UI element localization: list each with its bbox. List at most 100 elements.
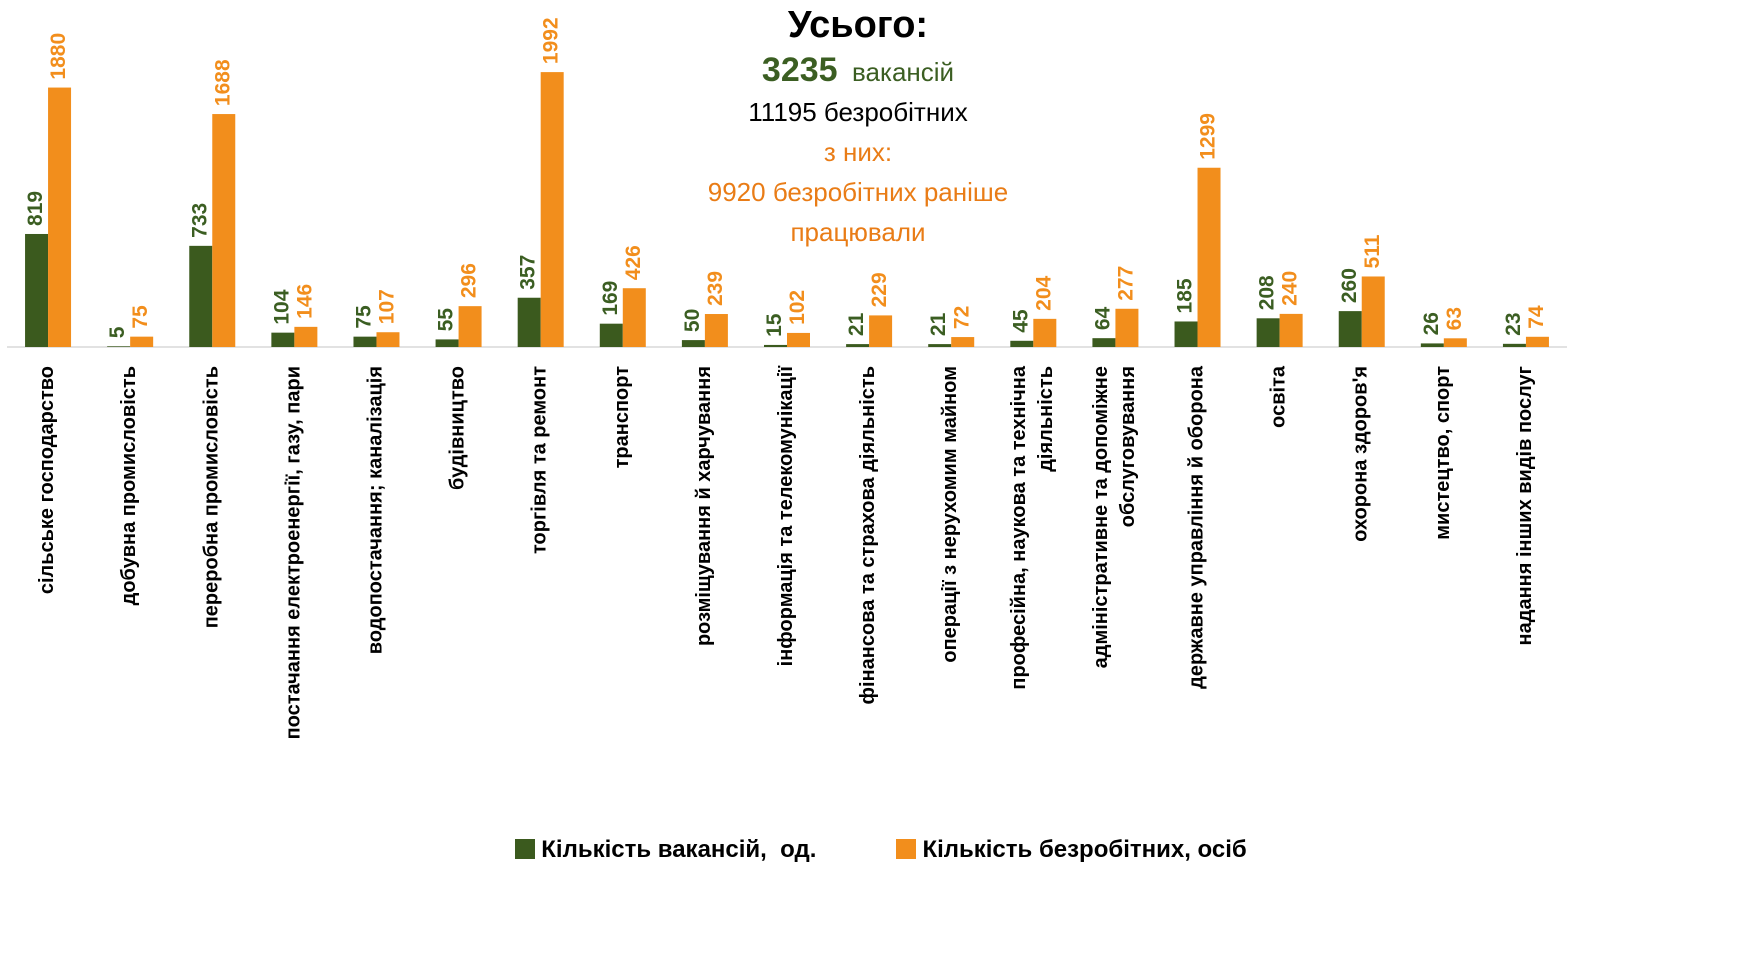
category-label: державне управління й оборона xyxy=(1186,365,1208,689)
category-label: добувна промисловість xyxy=(118,366,140,605)
bar xyxy=(517,297,541,347)
value-label: 1688 xyxy=(211,59,234,106)
bar xyxy=(271,332,295,347)
value-label: 146 xyxy=(293,284,316,319)
category-label: розміщування й харчування xyxy=(693,366,715,646)
bar xyxy=(1092,338,1116,347)
value-label: 64 xyxy=(1091,306,1114,330)
x-tick-label: операції з нерухомим майном xyxy=(939,366,961,663)
x-tick-label: освіта xyxy=(1268,365,1290,428)
value-label: 102 xyxy=(786,290,809,325)
bar xyxy=(787,332,810,347)
value-label: 240 xyxy=(1279,271,1302,306)
x-tick-label: будівництво xyxy=(447,366,469,490)
value-label: 1299 xyxy=(1197,113,1220,160)
legend-item: Кількість вакансій, од. xyxy=(515,836,816,864)
category-label: будівництво xyxy=(447,366,469,490)
bar xyxy=(869,315,893,347)
bar xyxy=(1033,318,1057,347)
value-label: 75 xyxy=(129,305,152,329)
value-label: 511 xyxy=(1361,234,1384,268)
bar xyxy=(599,323,623,347)
bar xyxy=(764,344,787,347)
bar xyxy=(435,339,459,347)
category-label: фінансова та страхова діяльність xyxy=(857,366,879,704)
bar xyxy=(48,87,72,347)
bar xyxy=(1338,311,1362,347)
bar xyxy=(1361,276,1385,347)
x-tick-label: інформація та телекомунікації xyxy=(775,366,797,667)
value-label: 107 xyxy=(376,289,399,324)
legend-label: Кількість вакансій, од. xyxy=(541,836,817,863)
category-label: операції з нерухомим майном xyxy=(939,366,961,663)
summary-vacancies: 3235 вакансій xyxy=(648,50,1068,92)
bar xyxy=(130,336,154,347)
value-label: 296 xyxy=(458,263,481,298)
value-label: 45 xyxy=(1009,309,1032,333)
value-label: 277 xyxy=(1114,266,1137,301)
bar xyxy=(1502,343,1526,347)
x-tick-label: державне управління й оборона xyxy=(1186,365,1208,689)
bar xyxy=(1443,338,1467,347)
x-tick-label: мистецтво, спорт xyxy=(1432,366,1454,540)
vacancies-total: 3235 xyxy=(761,51,838,89)
bar xyxy=(622,288,646,347)
category-label: транспорт xyxy=(611,366,633,469)
bar xyxy=(458,306,482,347)
previously-worked: 9920 безробітних раніше працювали xyxy=(707,177,1009,247)
value-label: 169 xyxy=(599,281,622,316)
category-label: освіта xyxy=(1268,365,1290,428)
value-label: 21 xyxy=(927,312,950,336)
x-tick-label: сільське господарство xyxy=(36,366,58,594)
bar xyxy=(1279,313,1303,347)
bar xyxy=(212,114,236,347)
x-tick-label: адміністративне та допоміжне обслуговуван… xyxy=(1090,366,1139,668)
bar xyxy=(1174,321,1198,347)
category-label: сільське господарство xyxy=(36,366,58,594)
value-label: 204 xyxy=(1032,275,1055,310)
value-label: 15 xyxy=(763,313,786,337)
value-label: 357 xyxy=(517,255,540,290)
vacancies-word: вакансій xyxy=(852,57,955,87)
x-tick-label: фінансова та страхова діяльність xyxy=(857,366,879,704)
bar xyxy=(1197,167,1221,347)
x-tick-label: переробна промисловість xyxy=(201,366,223,628)
category-label: водопостачання; каналізація xyxy=(365,366,387,654)
category-label: адміністративне та допоміжне обслуговуван… xyxy=(1090,366,1139,668)
value-label: 23 xyxy=(1502,312,1525,335)
bar xyxy=(928,344,952,347)
value-label: 819 xyxy=(24,191,47,226)
value-label: 733 xyxy=(188,203,211,238)
x-tick-label: професійна, наукова та технічна діяльніст… xyxy=(1008,365,1057,689)
category-label: професійна, наукова та технічна діяльніст… xyxy=(1008,365,1057,689)
x-tick-label: постачання електроенергії, газу, пари xyxy=(283,366,305,739)
legend-item: Кількість безробітних, осіб xyxy=(896,836,1247,864)
value-label: 260 xyxy=(1338,268,1361,303)
bar xyxy=(951,337,975,347)
value-label: 1992 xyxy=(540,17,563,64)
value-label: 50 xyxy=(681,309,704,332)
value-label: 239 xyxy=(704,271,727,306)
value-label: 208 xyxy=(1256,275,1279,310)
bar xyxy=(540,72,564,347)
bar xyxy=(294,326,318,347)
x-tick-label: розміщування й харчування xyxy=(693,366,715,646)
value-label: 426 xyxy=(622,245,645,280)
category-label: інформація та телекомунікації xyxy=(775,366,797,667)
of-them: з них: xyxy=(823,137,893,167)
bar xyxy=(107,346,131,347)
value-label: 21 xyxy=(845,312,868,336)
x-tick-label: транспорт xyxy=(611,366,633,469)
legend-swatch xyxy=(896,839,917,859)
category-label: торгівля та ремонт xyxy=(529,366,551,554)
value-label: 74 xyxy=(1525,305,1548,329)
category-label: переробна промисловість xyxy=(201,366,223,628)
category-label: надання інших видів послуг xyxy=(1514,366,1536,645)
legend-swatch xyxy=(515,839,536,859)
bar xyxy=(189,245,213,347)
value-label: 63 xyxy=(1443,307,1466,330)
legend-label: Кількість безробітних, осіб xyxy=(922,836,1247,863)
category-label: мистецтво, спорт xyxy=(1432,366,1454,540)
